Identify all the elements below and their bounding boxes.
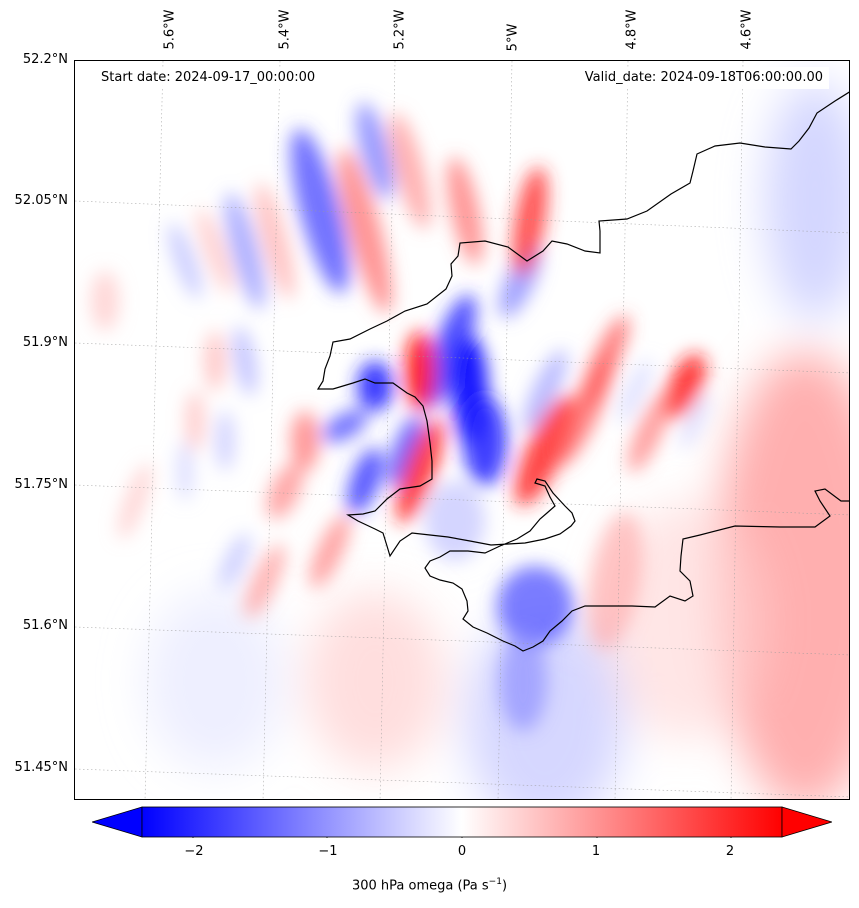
colorbar-tick-2: 2 — [725, 844, 735, 859]
valid-date-label: Valid_date: 2024-09-18T06:00:00.00 — [578, 67, 829, 89]
coastline — [316, 91, 849, 652]
colorbar-label-main: 300 hPa omega (Pa s — [351, 878, 489, 894]
lon-label-5.4w: 5.4°W — [277, 9, 293, 50]
colorbar-tick-minus1: −1 — [318, 844, 338, 859]
lon-label-4.8w: 4.8°W — [624, 9, 640, 50]
omega-background-field — [145, 81, 849, 799]
omega-map: Start date: 2024-09-17_00:00:00 Valid_da… — [74, 60, 850, 800]
colorbar-tick-minus2: −2 — [184, 844, 204, 859]
colorbar — [90, 806, 834, 842]
map-gridlines — [75, 61, 849, 799]
lon-label-5.6w: 5.6°W — [162, 9, 178, 50]
colorbar-svg — [90, 806, 834, 842]
colorbar-extend-low — [90, 806, 143, 838]
start-date-label: Start date: 2024-09-17_00:00:00 — [95, 67, 322, 89]
lon-label-5w: 5°W — [505, 23, 521, 52]
lat-label-51.75n: 51.75°N — [14, 477, 68, 492]
colorbar-extend-high — [781, 806, 834, 838]
lat-label-51.45n: 51.45°N — [14, 760, 68, 775]
colorbar-tick-1: 1 — [591, 844, 601, 859]
lat-label-52.2n: 52.2°N — [22, 52, 68, 67]
lat-label-51.9n: 51.9°N — [22, 335, 68, 350]
lat-label-51.6n: 51.6°N — [22, 618, 68, 633]
colorbar-label-exponent: −1 — [488, 877, 502, 887]
colorbar-gradient — [141, 806, 783, 838]
lon-label-5.2w: 5.2°W — [392, 9, 408, 50]
omega-field-svg — [75, 61, 849, 799]
colorbar-label-close: ) — [501, 878, 508, 894]
lat-label-52.05n: 52.05°N — [14, 193, 68, 208]
colorbar-tick-0: 0 — [457, 844, 467, 859]
lon-label-4.6w: 4.6°W — [739, 9, 755, 50]
colorbar-label: 300 hPa omega (Pa s−1) — [0, 877, 859, 893]
